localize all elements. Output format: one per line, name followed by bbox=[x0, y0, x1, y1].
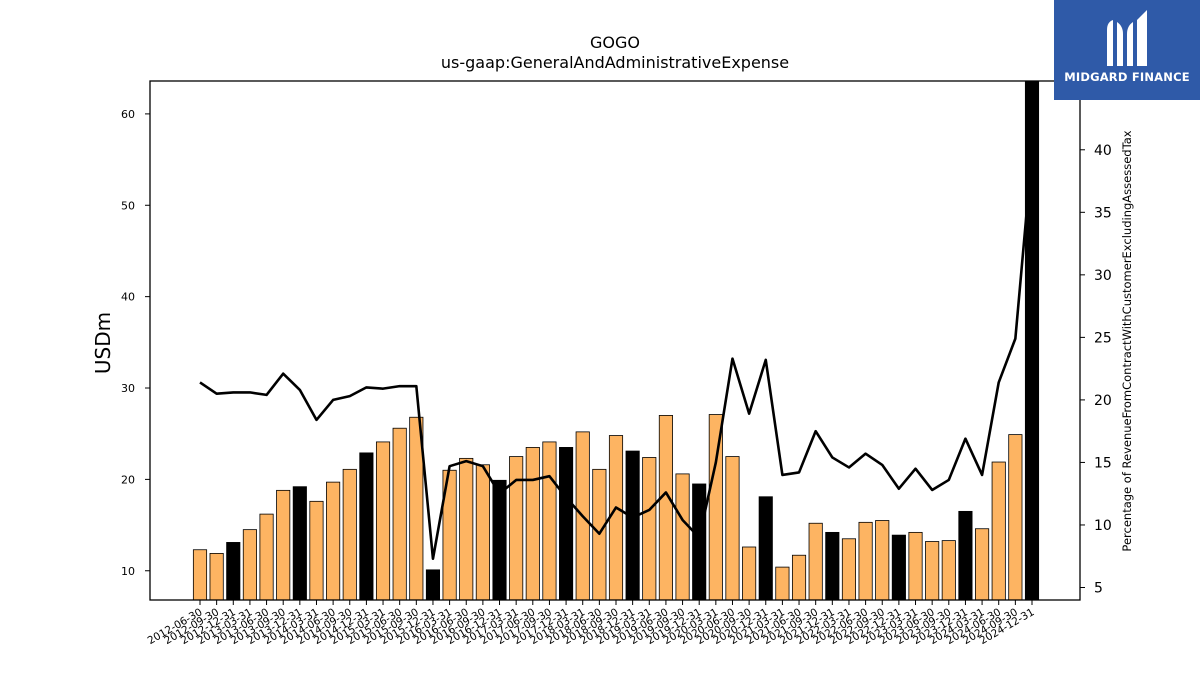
bar-2016-06-30 bbox=[459, 457, 474, 601]
bar-2023-09-30 bbox=[941, 540, 956, 601]
y2-axis-label: Percentage of RevenueFromContractWithCus… bbox=[1120, 130, 1134, 551]
bar-2013-09-30 bbox=[276, 489, 291, 601]
bar-2021-09-30 bbox=[808, 522, 823, 601]
bar-2024-03-31 bbox=[975, 528, 990, 601]
y-tick-label: 40 bbox=[121, 291, 135, 304]
bar-2021-12-31 bbox=[825, 531, 840, 601]
y-tick-label: 50 bbox=[121, 199, 135, 212]
bar-2020-09-30 bbox=[742, 546, 757, 601]
bar-2014-09-30 bbox=[342, 468, 357, 601]
bar-2024-09-30 bbox=[1008, 434, 1023, 601]
bar-2019-12-31 bbox=[692, 483, 707, 601]
y-tick-label: 60 bbox=[121, 108, 135, 121]
bar-2022-03-31 bbox=[841, 538, 857, 601]
bar-2012-12-31 bbox=[226, 542, 241, 601]
bar-2019-03-31 bbox=[642, 457, 657, 601]
bar-2020-03-31 bbox=[708, 414, 723, 601]
bar-2012-06-30 bbox=[192, 549, 208, 601]
bar-2013-12-31 bbox=[292, 486, 307, 601]
y2-tick-label: 5 bbox=[1094, 580, 1103, 596]
bar-2015-12-31 bbox=[425, 569, 441, 601]
bar-2020-12-31 bbox=[758, 496, 773, 601]
bar-2019-06-30 bbox=[658, 415, 673, 601]
bar-2013-06-30 bbox=[259, 513, 274, 601]
y-tick-label: 30 bbox=[121, 382, 135, 395]
right-y-axis: 5 10 15 20 25 30 35 40 bbox=[1080, 143, 1112, 596]
bar-2024-06-30 bbox=[991, 461, 1006, 601]
bar-2015-06-30 bbox=[392, 427, 407, 601]
bar-2023-12-31 bbox=[958, 510, 973, 601]
bar-2014-12-31 bbox=[359, 452, 374, 601]
chart-title: GOGO bbox=[590, 33, 640, 52]
y2-tick-label: 20 bbox=[1094, 393, 1112, 409]
bar-2022-06-30 bbox=[858, 521, 873, 601]
bar-2014-06-30 bbox=[326, 481, 341, 601]
y-tick-label: 20 bbox=[121, 473, 135, 486]
bar-2018-12-31 bbox=[625, 450, 640, 601]
y2-tick-label: 25 bbox=[1094, 330, 1112, 346]
x-axis: 2012-06-302012-09-302012-12-312013-03-31… bbox=[146, 600, 1037, 647]
bar-2020-06-30 bbox=[725, 456, 740, 601]
bar-2023-03-31 bbox=[908, 531, 923, 601]
bar-2016-12-31 bbox=[492, 479, 507, 601]
bar-2012-09-30 bbox=[209, 553, 224, 601]
bar-2018-09-30 bbox=[608, 435, 624, 601]
bar-2021-03-31 bbox=[775, 566, 790, 601]
bar-2017-09-30 bbox=[542, 441, 557, 601]
y2-tick-label: 30 bbox=[1094, 268, 1112, 284]
y-tick-label: 10 bbox=[121, 565, 135, 578]
y2-tick-label: 10 bbox=[1094, 518, 1112, 534]
y2-tick-label: 35 bbox=[1094, 205, 1112, 221]
logo-text: MIDGARD FINANCE bbox=[1064, 70, 1190, 84]
plot-frame bbox=[149, 80, 1081, 601]
y2-tick-label: 40 bbox=[1094, 143, 1112, 159]
bar-2017-12-31 bbox=[559, 447, 574, 601]
bar-2015-03-31 bbox=[375, 441, 391, 601]
bar-2014-03-31 bbox=[309, 500, 324, 601]
y2-tick-label: 15 bbox=[1094, 455, 1112, 471]
left-y-axis: 10 20 30 40 50 60 bbox=[121, 108, 150, 578]
bar-2019-09-30 bbox=[675, 473, 690, 601]
bar-2021-06-30 bbox=[791, 554, 807, 601]
midgard-finance-logo: MIDGARD FINANCE bbox=[1054, 0, 1200, 100]
midgard-m-logo-icon bbox=[1107, 10, 1147, 66]
chart-subtitle: us-gaap:GeneralAndAdministrativeExpense bbox=[441, 53, 789, 72]
bar-series bbox=[192, 80, 1040, 601]
bar-2017-03-31 bbox=[509, 456, 524, 601]
bar-2013-03-31 bbox=[242, 529, 257, 601]
bar-2022-12-31 bbox=[891, 534, 906, 601]
bar-2023-06-30 bbox=[925, 541, 940, 601]
y-axis-label: USDm bbox=[91, 312, 115, 374]
bar-2016-09-30 bbox=[475, 464, 490, 601]
bar-2022-09-30 bbox=[875, 520, 890, 601]
bar-2017-06-30 bbox=[525, 447, 540, 601]
line-series bbox=[199, 152, 1034, 561]
